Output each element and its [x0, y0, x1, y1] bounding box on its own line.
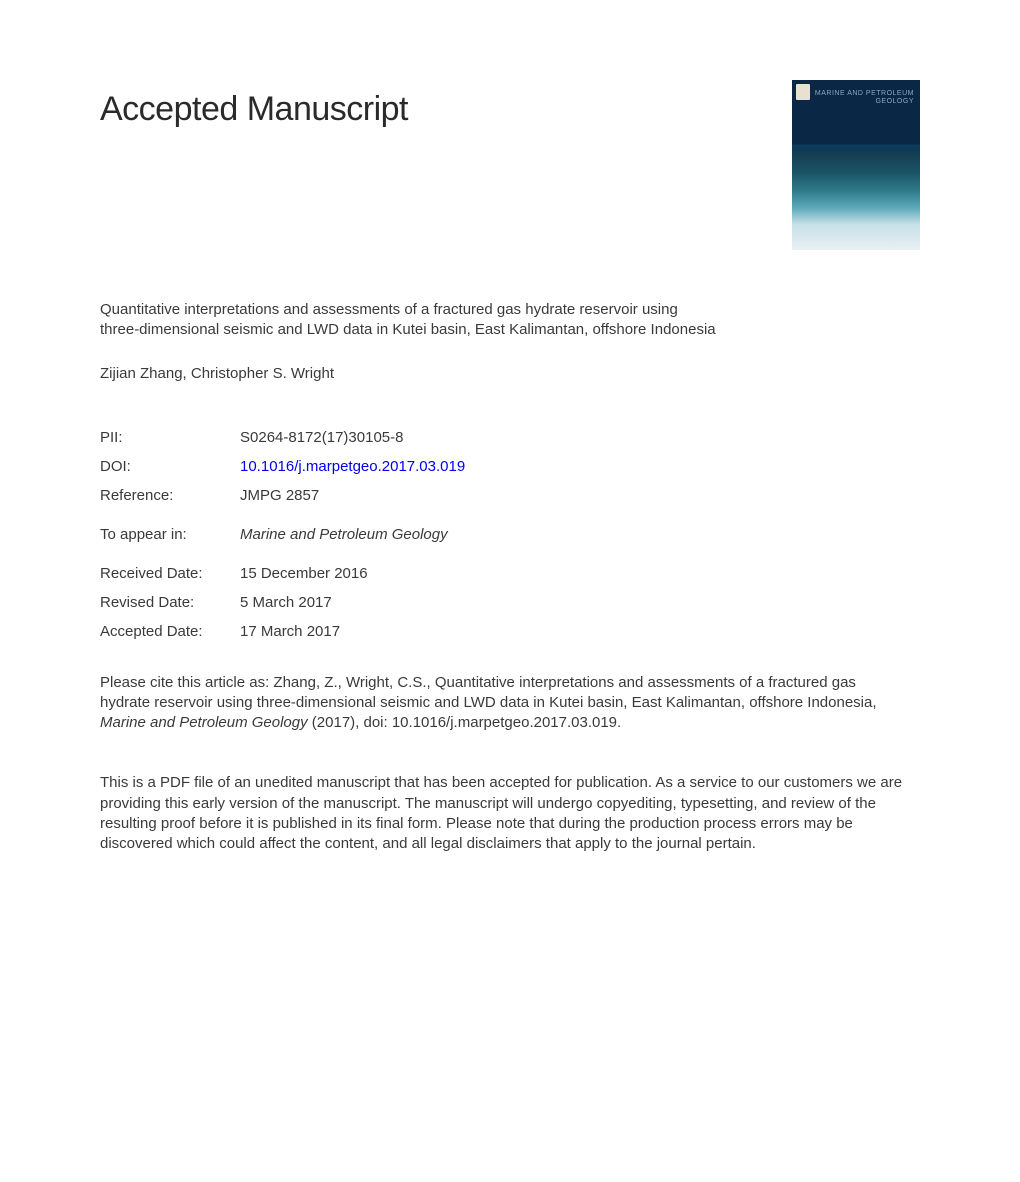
appear-label: To appear in: — [100, 527, 240, 542]
citation-text: Please cite this article as: Zhang, Z., … — [100, 673, 910, 734]
journal-cover: MARINE AND PETROLEUM GEOLOGY — [792, 80, 920, 250]
received-value: 15 December 2016 — [240, 566, 368, 581]
authors: Zijian Zhang, Christopher S. Wright — [100, 365, 920, 382]
page-title: Accepted Manuscript — [100, 90, 408, 129]
accepted-label: Accepted Date: — [100, 624, 240, 639]
revised-value: 5 March 2017 — [240, 595, 332, 610]
citation-suffix: (2017), doi: 10.1016/j.marpetgeo.2017.03… — [308, 714, 622, 731]
meta-row-revised: Revised Date: 5 March 2017 — [100, 595, 920, 610]
disclaimer-text: This is a PDF file of an unedited manusc… — [100, 773, 920, 854]
revised-label: Revised Date: — [100, 595, 240, 610]
accepted-value: 17 March 2017 — [240, 624, 340, 639]
pii-label: PII: — [100, 430, 240, 445]
meta-row-accepted: Accepted Date: 17 March 2017 — [100, 624, 920, 639]
article-title: Quantitative interpretations and assessm… — [100, 300, 720, 341]
appear-value: Marine and Petroleum Geology — [240, 527, 448, 542]
received-label: Received Date: — [100, 566, 240, 581]
citation-prefix: Please cite this article as: Zhang, Z., … — [100, 674, 877, 711]
reference-label: Reference: — [100, 488, 240, 503]
meta-row-pii: PII: S0264-8172(17)30105-8 — [100, 430, 920, 445]
pii-value: S0264-8172(17)30105-8 — [240, 430, 403, 445]
meta-row-received: Received Date: 15 December 2016 — [100, 566, 920, 581]
doi-link[interactable]: 10.1016/j.marpetgeo.2017.03.019 — [240, 459, 465, 474]
cover-journal-name: MARINE AND PETROLEUM GEOLOGY — [792, 90, 914, 107]
meta-row-doi: DOI: 10.1016/j.marpetgeo.2017.03.019 — [100, 459, 920, 474]
doi-label: DOI: — [100, 459, 240, 474]
meta-row-reference: Reference: JMPG 2857 — [100, 488, 920, 503]
citation-journal: Marine and Petroleum Geology — [100, 714, 308, 731]
metadata-table: PII: S0264-8172(17)30105-8 DOI: 10.1016/… — [100, 430, 920, 639]
reference-value: JMPG 2857 — [240, 488, 319, 503]
meta-row-appear: To appear in: Marine and Petroleum Geolo… — [100, 527, 920, 542]
header-row: Accepted Manuscript MARINE AND PETROLEUM… — [100, 90, 920, 250]
